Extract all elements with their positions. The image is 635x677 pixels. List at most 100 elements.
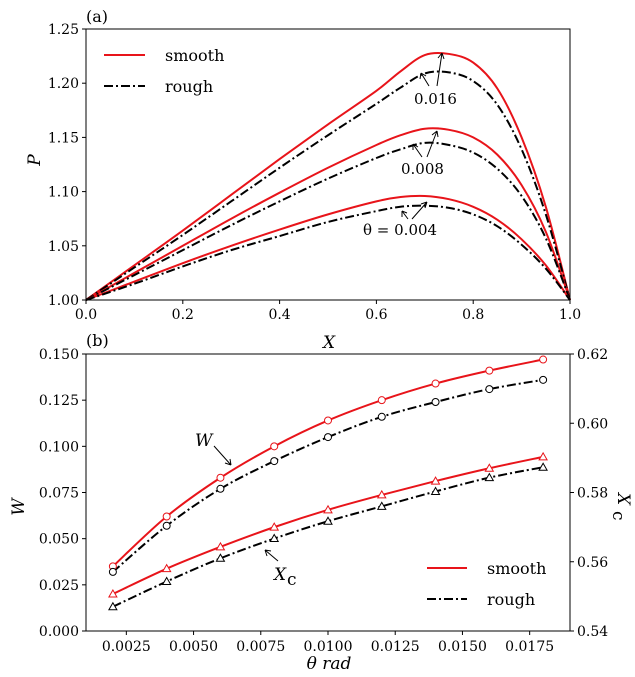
x-tick-label: 0.0075: [236, 639, 285, 655]
data-point-W-rough: [539, 375, 548, 384]
data-point-W-smooth: [270, 442, 279, 451]
x-tick-label: 0.0125: [371, 639, 420, 655]
x-tick-label: 0.0: [75, 307, 97, 323]
panel-b-markers: [108, 355, 548, 611]
data-point-Xc-rough: [538, 462, 548, 471]
annotation-arrow: [213, 445, 232, 466]
data-point-Xc-rough: [430, 486, 441, 495]
legend-label-smooth: smooth: [165, 46, 224, 65]
x-tick-label: 0.8: [462, 307, 484, 323]
data-point-Xc-rough: [323, 516, 333, 525]
y-tick-label: 0.000: [39, 624, 79, 640]
data-point-W-rough: [324, 433, 332, 442]
data-point-Xc-rough: [484, 472, 495, 482]
data-point-Xc-rough: [161, 576, 172, 585]
data-point-W-smooth: [162, 512, 171, 521]
y2-axis-label-subscript: c: [608, 511, 628, 521]
annotation-theta-0016: 0.016: [414, 90, 457, 108]
x-tick-label: 0.0050: [169, 639, 218, 655]
y-tick-label: 0.150: [39, 347, 79, 363]
annotation-arrow: [401, 210, 409, 220]
panel-a-legend: smooth rough: [104, 46, 224, 96]
panel-a-ticks: 0.0 0.2 0.4 0.6 0.8 1.0 1.00 1.05 1.10 1.15 1.20 1.…: [48, 22, 581, 323]
y-tick-label: 0.075: [39, 486, 79, 502]
annotation-arrow: [264, 549, 279, 562]
y2-tick-label: 0.56: [577, 555, 608, 571]
panel-b-ticks: 0.0025 0.0050 0.0075 0.0100 0.0125 0.0150 0.01…: [39, 347, 608, 655]
panel-a: (a) 0.0 0.2 0.4 0.6 0.8 1.0 1.00 1.05 1.10 1.15 1.…: [25, 7, 581, 353]
panel-a-axes: [85, 28, 571, 301]
annotation-Xc-subscript: c: [287, 570, 297, 590]
y-tick-label: 1.25: [48, 22, 79, 38]
panel-b-curves: [112, 358, 544, 608]
y-tick-label: 0.050: [39, 532, 79, 548]
x-tick-label: 0.0150: [438, 639, 487, 655]
panel-a-curves: [85, 51, 571, 301]
data-point-W-rough: [162, 521, 171, 530]
data-point-Xc-smooth: [108, 588, 118, 598]
data-point-W-smooth: [485, 366, 494, 375]
data-point-W-smooth: [539, 355, 548, 364]
annotation-Xc: X: [272, 565, 287, 585]
y2-tick-label: 0.60: [577, 416, 608, 432]
x-tick-label: 0.0175: [505, 639, 554, 655]
series-line-rough-0016: [85, 70, 571, 301]
panel-b-y2-axis-label: X c: [608, 491, 633, 521]
data-point-W-smooth: [324, 416, 332, 425]
series-line-W-rough: [112, 378, 544, 573]
panel-b-y-axis-label: W: [9, 497, 29, 516]
data-point-W-smooth: [377, 396, 386, 405]
data-point-W-rough: [431, 398, 440, 407]
x-tick-label: 1.0: [559, 307, 581, 323]
data-point-Xc-smooth: [484, 463, 495, 472]
data-point-Xc-smooth: [323, 504, 333, 514]
data-point-Xc-smooth: [430, 476, 441, 485]
series-line-rough-0004: [85, 204, 571, 301]
data-point-W-rough: [485, 385, 494, 394]
data-point-W-smooth: [431, 379, 440, 388]
data-point-Xc-rough: [108, 601, 118, 611]
y-tick-label: 1.20: [48, 76, 79, 92]
series-line-Xc-rough: [112, 466, 544, 608]
y2-tick-label: 0.54: [577, 624, 608, 640]
y2-tick-label: 0.58: [577, 486, 608, 502]
panel-a-annotations: 0.016 0.008 θ = 0.004: [363, 52, 457, 239]
x-tick-label: 0.0100: [304, 639, 353, 655]
y-tick-label: 1.05: [48, 239, 79, 255]
annotation-theta-0004: θ = 0.004: [363, 221, 437, 239]
y-tick-label: 0.025: [39, 578, 79, 594]
data-point-Xc-smooth: [215, 541, 226, 551]
legend-label-rough: rough: [487, 590, 535, 609]
x-tick-label: 0.6: [365, 307, 387, 323]
x-tick-label: 0.0025: [102, 639, 151, 655]
data-point-W-rough: [108, 567, 117, 576]
panel-b-legend: smooth rough: [427, 559, 546, 609]
y2-tick-label: 0.62: [577, 347, 608, 363]
y-tick-label: 0.125: [39, 393, 79, 409]
series-line-smooth-0016: [85, 51, 571, 301]
data-point-W-rough: [377, 412, 386, 421]
data-point-Xc-rough: [376, 501, 387, 510]
data-point-Xc-smooth: [161, 563, 172, 573]
data-point-Xc-smooth: [538, 451, 548, 461]
legend-label-rough: rough: [165, 77, 213, 96]
series-line-smooth-0008: [85, 127, 571, 301]
legend-label-smooth: smooth: [487, 559, 546, 578]
data-point-W-rough: [270, 457, 279, 466]
y-tick-label: 0.100: [39, 439, 79, 455]
data-point-W-rough: [216, 484, 225, 493]
annotation-theta-0008: 0.008: [401, 160, 444, 178]
annotation-W: W: [195, 431, 214, 451]
annotation-arrow: [426, 130, 439, 158]
series-line-rough-0008: [85, 141, 571, 301]
annotation-arrow: [412, 143, 423, 158]
panel-a-x-axis-label: X: [321, 333, 336, 353]
y-tick-label: 1.00: [48, 293, 79, 309]
series-line-smooth-0004: [85, 194, 571, 301]
x-tick-label: 0.2: [172, 307, 194, 323]
panel-a-frame: [85, 28, 571, 301]
data-point-W-smooth: [216, 473, 225, 482]
panel-a-label: (a): [86, 7, 108, 26]
data-point-Xc-smooth: [376, 489, 387, 499]
